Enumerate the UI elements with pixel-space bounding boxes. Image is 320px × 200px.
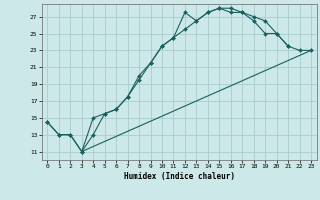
X-axis label: Humidex (Indice chaleur): Humidex (Indice chaleur) bbox=[124, 172, 235, 181]
